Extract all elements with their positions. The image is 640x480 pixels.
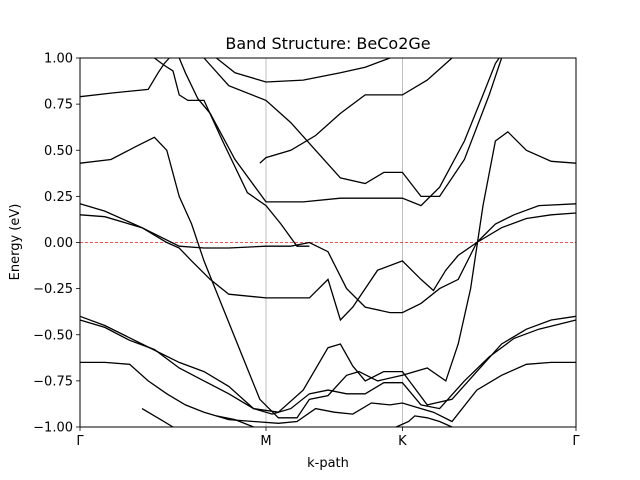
y-tick-label-3: −0.25: [33, 282, 73, 297]
y-tick-label-0: −1.00: [33, 421, 73, 436]
band-6: [259, 57, 453, 164]
y-tick-label-4: 0.00: [44, 236, 73, 251]
x-tick-label-3: Γ: [572, 434, 580, 449]
band-13: [141, 408, 174, 428]
band-15: [395, 415, 453, 428]
x-tick-label-2: K: [398, 434, 407, 449]
band-14: [216, 415, 254, 428]
x-tick-label-1: M: [260, 434, 271, 449]
band-10: [79, 315, 577, 413]
y-tick-label-1: −0.75: [33, 374, 73, 389]
band-4: [203, 57, 503, 198]
band-3: [178, 57, 500, 207]
band-11: [79, 319, 577, 415]
band-1: [79, 57, 170, 98]
bands-layer: [79, 57, 577, 428]
band-12: [80, 361, 576, 424]
band-7: [79, 130, 577, 419]
band-2: [154, 57, 310, 247]
y-tick-label-8: 1.00: [44, 52, 73, 67]
band-5: [215, 57, 391, 83]
y-tick-label-6: 0.50: [44, 144, 73, 159]
x-axis-label: k-path: [307, 456, 349, 471]
axis-ticks: Γ M K Γ−1.00−0.75−0.50−0.250.000.250.500.75…: [33, 52, 580, 450]
y-axis-label: Energy (eV): [8, 204, 23, 281]
band-9: [79, 212, 577, 322]
plot-frame: [79, 57, 577, 428]
chart-title: Band Structure: BeCo2Ge: [225, 34, 430, 53]
y-tick-label-7: 0.75: [44, 98, 73, 113]
y-tick-label-5: 0.25: [44, 190, 73, 205]
y-tick-label-2: −0.50: [33, 328, 73, 343]
x-tick-label-0: Γ: [76, 434, 84, 449]
band-8: [79, 203, 577, 314]
